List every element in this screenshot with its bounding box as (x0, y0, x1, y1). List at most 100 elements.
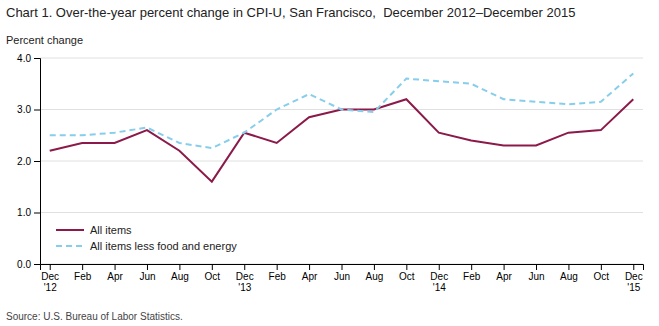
tick-mark (439, 264, 440, 270)
tick-mark (34, 213, 40, 214)
tick: Feb (269, 264, 287, 282)
tick-mark (34, 58, 40, 59)
tick-label: 0.0 (17, 259, 31, 270)
tick-mark (601, 264, 602, 270)
grid-line (40, 161, 643, 162)
tick: Apr (496, 264, 512, 282)
tick-label-line: Dec (41, 271, 59, 282)
tick-label-line: Oct (594, 271, 610, 282)
tick-label-line: Aug (560, 271, 578, 282)
tick: 1.0 (17, 207, 40, 218)
tick-label-line: Feb (74, 271, 92, 282)
grid-line (40, 58, 643, 59)
tick-mark (179, 264, 180, 270)
tick-label: Dec'13 (236, 271, 254, 293)
tick-mark (147, 264, 148, 270)
tick: 2.0 (17, 156, 40, 167)
tick-mark (244, 264, 245, 270)
tick-label: Apr (107, 271, 123, 282)
tick: Oct (594, 264, 610, 282)
tick-label: Apr (302, 271, 318, 282)
tick-label-line: Apr (107, 271, 123, 282)
tick-mark (277, 264, 278, 270)
tick: Aug (366, 264, 384, 282)
plot: 0.01.02.03.04.0Dec'12FebAprJunAugOctDec'… (17, 53, 643, 293)
tick-label: Aug (171, 271, 189, 282)
tick-label: Dec'15 (625, 271, 643, 293)
tick-label-line: Dec (625, 271, 643, 282)
tick-label: 1.0 (17, 207, 31, 218)
x-axis: Dec'12FebAprJunAugOctDec'13FebAprJunAugO… (41, 264, 644, 293)
tick-label: Oct (205, 271, 221, 282)
tick-label-line: Apr (496, 271, 512, 282)
tick-mark (536, 264, 537, 270)
series-line (50, 73, 634, 148)
legend-item: All items less food and energy (56, 240, 237, 252)
tick-label: Jun (334, 271, 350, 282)
tick: Dec'13 (236, 264, 254, 293)
tick-label-line: '14 (433, 282, 446, 293)
lines (50, 73, 634, 181)
tick-label: Jun (528, 271, 544, 282)
y-axis: 0.0 1.0 2.0 3.0 4.0 (17, 53, 40, 270)
annotation: Source: U.S. Bureau of Labor Statistics. (6, 311, 183, 322)
tick-label-line: Feb (463, 271, 481, 282)
legend: All itemsAll items less food and energy (56, 224, 237, 252)
tick: Jun (334, 264, 350, 282)
tick-mark (568, 264, 569, 270)
tick-label: Apr (496, 271, 512, 282)
tick-label-line: Dec (430, 271, 448, 282)
tick-mark (374, 264, 375, 270)
tick-label-line: '13 (238, 282, 251, 293)
tick-label-line: Aug (171, 271, 189, 282)
tick-mark (212, 264, 213, 270)
tick: Oct (399, 264, 415, 282)
tick-mark (504, 264, 505, 270)
legend-label: All items less food and energy (90, 240, 237, 252)
tick-mark (115, 264, 116, 270)
tick: Feb (463, 264, 481, 282)
tick-mark (309, 264, 310, 270)
tick-mark (82, 264, 83, 270)
series-line (50, 99, 634, 181)
axis-line (41, 265, 644, 271)
grid-line (40, 212, 643, 213)
tick: Dec'12 (41, 264, 59, 293)
tick-label: Oct (399, 271, 415, 282)
tick: Apr (302, 264, 318, 282)
tick-label: Feb (463, 271, 481, 282)
tick-mark (50, 264, 51, 270)
tick-label-line: Jun (528, 271, 544, 282)
tick-mark (406, 264, 407, 270)
tick: Dec'15 (625, 264, 643, 293)
tick-label: Aug (560, 271, 578, 282)
tick-label-line: Aug (366, 271, 384, 282)
tick-label-line: Jun (139, 271, 155, 282)
tick-mark (342, 264, 343, 270)
legend-swatch (56, 229, 84, 231)
tick: 3.0 (17, 104, 40, 115)
legend-swatch (56, 245, 84, 247)
tick-label-line: Feb (269, 271, 287, 282)
tick-mark (34, 110, 40, 111)
tick-label: Dec'12 (41, 271, 59, 293)
tick-label-line: '12 (44, 282, 57, 293)
title: Chart 1. Over-the-year percent change in… (6, 5, 575, 20)
tick-label: Feb (269, 271, 287, 282)
tick-label: Jun (139, 271, 155, 282)
tick-label-line: Oct (399, 271, 415, 282)
tick: Aug (560, 264, 578, 282)
tick-label: 4.0 (17, 53, 31, 64)
grid (40, 58, 643, 264)
y-axis-label: Percent change (6, 34, 83, 46)
tick-mark (34, 161, 40, 162)
tick-label-line: Apr (302, 271, 318, 282)
tick: Aug (171, 264, 189, 282)
chart: Chart 1. Over-the-year percent change in… (0, 0, 659, 326)
tick: Feb (74, 264, 92, 282)
tick: Jun (139, 264, 155, 282)
axis-line (34, 59, 41, 265)
tick-label: 3.0 (17, 104, 31, 115)
tick-mark (633, 264, 634, 270)
tick: Jun (528, 264, 544, 282)
